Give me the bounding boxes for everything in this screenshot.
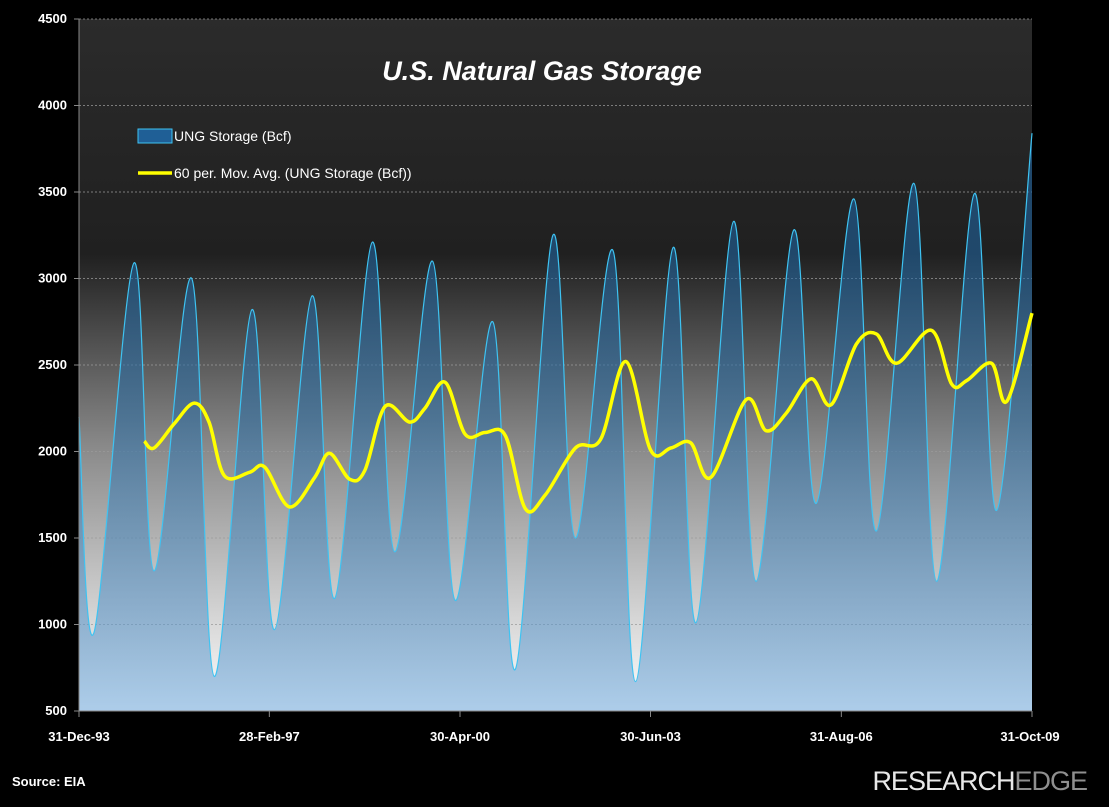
series-storage-line (78, 133, 1033, 683)
y-tick-label: 4500 (38, 11, 67, 26)
x-tick-label: 31-Dec-93 (48, 729, 109, 744)
y-tick-label: 4000 (38, 98, 67, 113)
y-tick-label: 3000 (38, 271, 67, 286)
x-tick-label: 31-Aug-06 (810, 729, 873, 744)
series-moving-average-line (142, 312, 1034, 514)
y-tick-label: 2000 (38, 444, 67, 459)
y-tick-label: 3500 (38, 184, 67, 199)
brand-logo-part2: EDGE (1014, 766, 1088, 796)
series-storage-area (79, 133, 1032, 711)
x-axis-ticks: 31-Dec-93 28-Feb-97 30-Apr-00 30-Jun-03 31-A… (48, 711, 1060, 744)
y-axis-ticks: 500 1000 1500 2000 2500 3000 3500 4000 4500 (38, 11, 79, 718)
x-tick-label: 30-Jun-03 (620, 729, 681, 744)
x-tick-label: 30-Apr-00 (430, 729, 490, 744)
y-tick-label: 2500 (38, 357, 67, 372)
x-tick-label: 31-Oct-09 (1000, 729, 1059, 744)
source-note: Source: EIA (12, 774, 86, 789)
legend: UNG Storage (Bcf) 60 per. Mov. Avg. (UNG… (137, 128, 412, 181)
legend-swatch-storage (137, 128, 173, 144)
brand-logo: RESEARCHEDGE (872, 766, 1088, 797)
y-tick-label: 1000 (38, 617, 67, 632)
legend-label-storage: UNG Storage (Bcf) (174, 128, 291, 144)
x-tick-label: 28-Feb-97 (239, 729, 300, 744)
y-tick-label: 500 (45, 703, 67, 718)
y-tick-label: 1500 (38, 530, 67, 545)
legend-label-moving-average: 60 per. Mov. Avg. (UNG Storage (Bcf)) (174, 165, 412, 181)
brand-logo-part1: RESEARCH (872, 766, 1015, 796)
chart-title: U.S. Natural Gas Storage (382, 56, 702, 86)
